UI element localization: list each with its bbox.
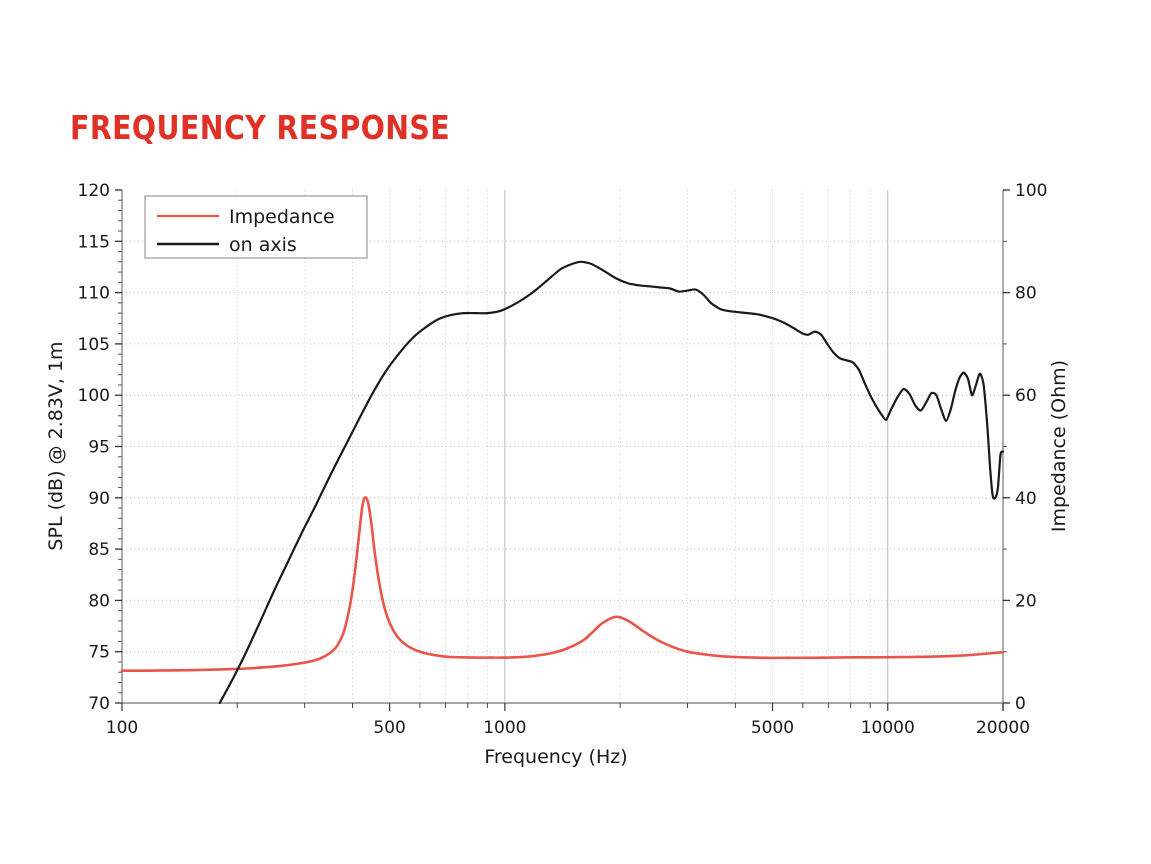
legend-label-impedance: Impedance <box>229 206 335 228</box>
x-axis-title: Frequency (Hz) <box>484 746 627 768</box>
y2-tick-label: 20 <box>1015 591 1037 611</box>
y-tick-label: 90 <box>88 489 110 509</box>
y-tick-label: 100 <box>78 386 110 406</box>
y-axis-title: SPL (dB) @ 2.83V, 1m <box>45 341 67 550</box>
y-tick-label: 105 <box>78 335 110 355</box>
series-line-impedance <box>120 496 1005 672</box>
axis-ticks <box>115 189 1010 711</box>
y-tick-label: 75 <box>88 643 110 663</box>
data-series <box>120 260 1005 705</box>
y-tick-label: 120 <box>78 181 110 201</box>
y2-tick-label: 40 <box>1015 489 1037 509</box>
y2-axis-title: Impedance (Ohm) <box>1048 360 1070 532</box>
x-tick-label: 20000 <box>976 718 1030 738</box>
page-title: FREQUENCY RESPONSE <box>70 108 451 147</box>
y-tick-label: 115 <box>78 232 110 252</box>
y2-tick-label: 100 <box>1015 181 1047 201</box>
x-tick-label: 1000 <box>483 718 526 738</box>
y-tick-label: 70 <box>88 694 110 714</box>
y-tick-label: 95 <box>88 438 110 458</box>
chart-legend: Impedance on axis <box>144 195 368 259</box>
legend-label-on-axis: on axis <box>229 234 297 256</box>
x-tick-label: 10000 <box>861 718 915 738</box>
x-tick-label: 5000 <box>751 718 794 738</box>
y2-tick-label: 60 <box>1015 386 1037 406</box>
x-tick-label: 100 <box>106 718 138 738</box>
x-tick-label: 500 <box>373 718 405 738</box>
y2-tick-label: 0 <box>1015 694 1026 714</box>
y-tick-label: 110 <box>78 284 110 304</box>
series-line-on-axis <box>218 260 1005 705</box>
axis-tick-labels: 70 75 80 85 90 95 100 105 110 115 120 0 20 40 60 80 100 1… <box>78 181 1048 738</box>
y2-tick-label: 80 <box>1015 284 1037 304</box>
y-tick-label: 85 <box>88 540 110 560</box>
y-tick-label: 80 <box>88 591 110 611</box>
legend-box <box>144 195 368 259</box>
grid-lines <box>121 190 1004 703</box>
